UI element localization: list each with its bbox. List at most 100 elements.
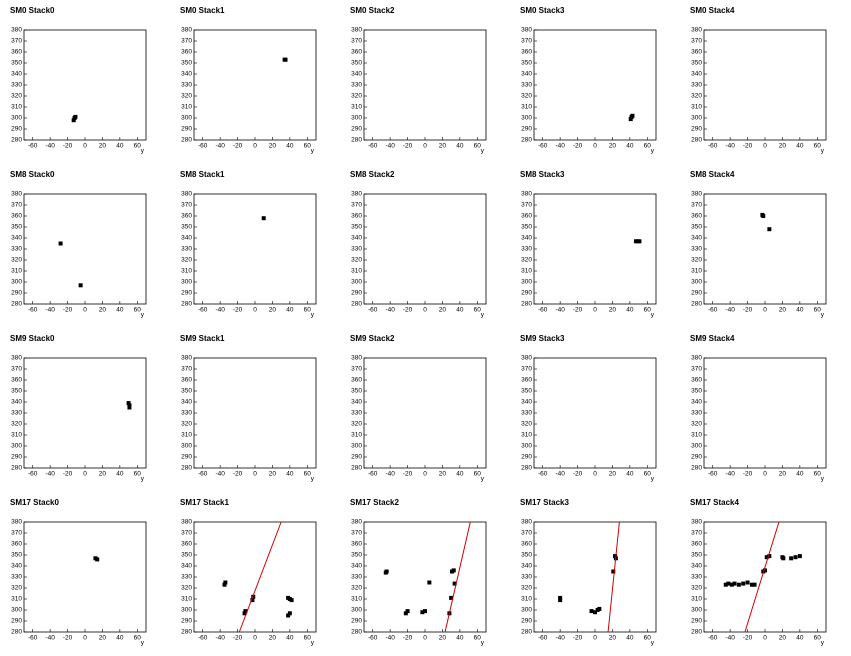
x-tick-label: 60 (134, 143, 142, 150)
x-tick-label: 40 (116, 307, 124, 314)
point (127, 403, 132, 408)
point (405, 609, 410, 614)
x-tick-label: 20 (99, 143, 107, 150)
point (637, 239, 642, 244)
point (729, 582, 734, 587)
plot-frame (533, 29, 657, 141)
y-tick-label: 300 (351, 607, 362, 614)
x-tick-label: -60 (708, 635, 718, 642)
y-tick-label: 360 (521, 213, 532, 220)
y-tick-label: 320 (181, 585, 192, 592)
plot-frame (363, 357, 487, 469)
x-tick-label: 40 (456, 307, 464, 314)
x-tick-label: 0 (763, 143, 767, 150)
y-tick-label: 320 (691, 93, 702, 100)
point (726, 581, 731, 586)
x-tick-label: -20 (743, 307, 753, 314)
x-axis-label: y (821, 476, 825, 483)
x-tick-label: 40 (626, 471, 634, 478)
x-tick-label: -60 (708, 143, 718, 150)
y-tick-label: 330 (11, 410, 22, 417)
y-tick-label: 370 (691, 38, 702, 45)
point (558, 595, 563, 600)
y-tick-label: 340 (11, 235, 22, 242)
y-tick-label: 360 (181, 377, 192, 384)
y-tick-label: 280 (691, 629, 702, 636)
y-tick-label: 310 (691, 104, 702, 111)
y-tick-label: 340 (691, 399, 702, 406)
x-tick-label: 0 (423, 307, 427, 314)
y-tick-label: 350 (181, 60, 192, 67)
plot-frame (23, 521, 147, 633)
y-tick-label: 320 (351, 585, 362, 592)
y-tick-label: 330 (691, 246, 702, 253)
y-tick-label: 380 (521, 355, 532, 362)
x-tick-label: -40 (725, 471, 735, 478)
plot-frame (703, 29, 827, 141)
y-tick-label: 300 (691, 443, 702, 450)
x-tick-label: -40 (725, 635, 735, 642)
x-tick-label: -40 (725, 307, 735, 314)
y-tick-label: 380 (351, 355, 362, 362)
x-tick-label: 60 (644, 471, 652, 478)
x-axis-label: y (651, 312, 655, 319)
x-tick-label: -20 (63, 471, 73, 478)
point (589, 609, 594, 614)
y-tick-label: 280 (11, 629, 22, 636)
x-axis-label: y (651, 476, 655, 483)
y-tick-label: 290 (181, 618, 192, 625)
chart-title: SM0 Stack1 (180, 6, 225, 15)
y-tick-label: 340 (351, 399, 362, 406)
y-tick-label: 310 (11, 596, 22, 603)
point (781, 556, 786, 561)
x-tick-label: -60 (28, 143, 38, 150)
y-tick-label: 330 (11, 246, 22, 253)
chart-title: SM8 Stack1 (180, 170, 225, 179)
y-tick-label: 290 (351, 454, 362, 461)
y-tick-label: 320 (11, 585, 22, 592)
y-tick-label: 320 (691, 585, 702, 592)
y-tick-label: 380 (351, 27, 362, 34)
x-tick-label: -20 (743, 471, 753, 478)
chart-title: SM0 Stack4 (690, 6, 735, 15)
point (767, 554, 772, 559)
point (423, 609, 427, 614)
plot-frame (533, 193, 657, 305)
x-tick-label: -40 (555, 635, 565, 642)
x-tick-label: -20 (233, 143, 243, 150)
y-tick-label: 280 (521, 301, 532, 308)
x-tick-label: 40 (796, 635, 804, 642)
x-axis-label: y (821, 312, 825, 319)
x-tick-label: 20 (609, 635, 617, 642)
y-tick-label: 360 (351, 213, 362, 220)
x-tick-label: 40 (116, 143, 124, 150)
x-tick-label: 20 (269, 635, 277, 642)
plot-frame (703, 521, 827, 633)
x-tick-label: 20 (779, 635, 787, 642)
y-tick-label: 320 (181, 93, 192, 100)
x-tick-label: -40 (385, 143, 395, 150)
y-tick-label: 310 (181, 596, 192, 603)
x-tick-label: 40 (116, 471, 124, 478)
x-tick-label: -20 (63, 307, 73, 314)
x-tick-label: 60 (814, 471, 822, 478)
chart-title: SM0 Stack0 (10, 6, 55, 15)
y-tick-label: 300 (181, 115, 192, 122)
y-tick-label: 300 (11, 115, 22, 122)
y-tick-label: 370 (11, 202, 22, 209)
x-axis-label: y (481, 312, 485, 319)
x-tick-label: -40 (215, 143, 225, 150)
chart-title: SM9 Stack0 (10, 334, 55, 343)
y-tick-label: 380 (691, 519, 702, 526)
y-tick-label: 300 (521, 279, 532, 286)
y-tick-label: 380 (181, 27, 192, 34)
point (384, 569, 389, 574)
y-tick-label: 280 (11, 465, 22, 472)
chart-title: SM17 Stack0 (10, 498, 59, 507)
y-tick-label: 310 (351, 432, 362, 439)
x-axis-label: y (311, 640, 315, 647)
y-tick-label: 290 (181, 290, 192, 297)
point (420, 610, 425, 615)
x-axis-label: y (651, 640, 655, 647)
y-tick-label: 350 (521, 388, 532, 395)
